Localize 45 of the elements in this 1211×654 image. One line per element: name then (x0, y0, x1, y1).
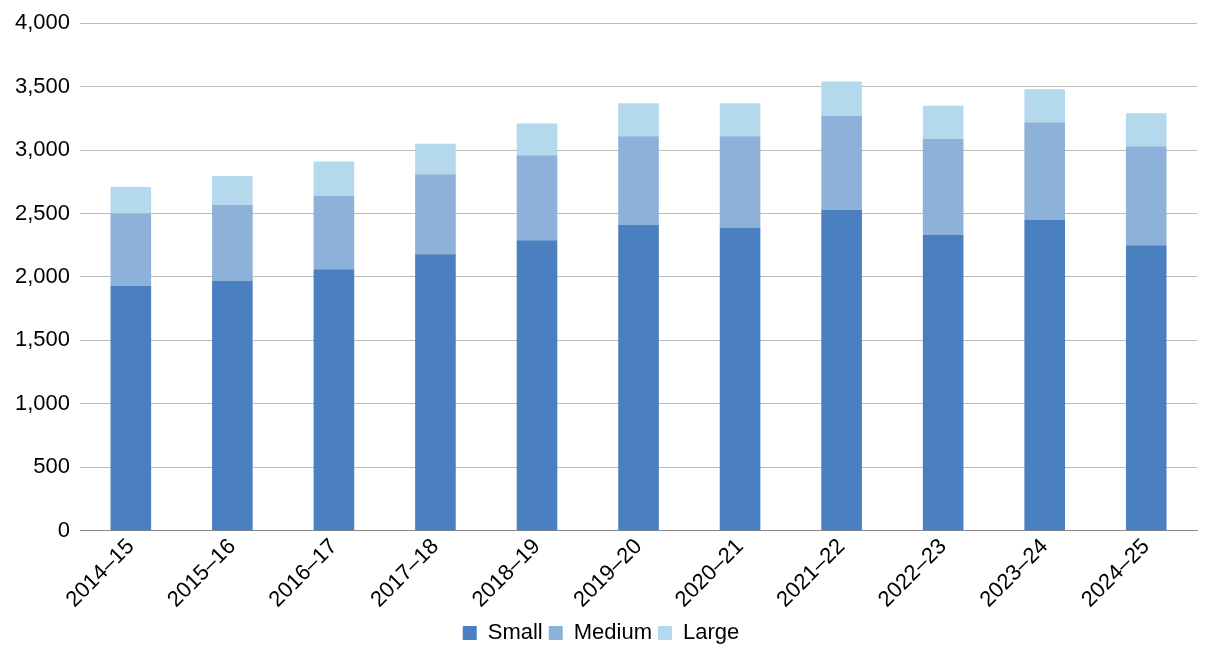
bar (212, 176, 253, 205)
y-tick-label: 1,500 (14, 326, 71, 352)
bar (618, 224, 659, 531)
bar (922, 235, 964, 531)
bar (313, 195, 355, 270)
y-tick-label: 2,000 (14, 263, 71, 289)
bar (821, 209, 862, 531)
bar (821, 115, 862, 210)
bar (415, 174, 456, 255)
bar (719, 103, 761, 137)
bar (313, 269, 355, 531)
bar (1125, 146, 1167, 246)
bar (415, 143, 456, 175)
y-tick-label: 0 (57, 516, 71, 542)
bar (1024, 219, 1065, 531)
y-tick-label: 3,500 (14, 72, 71, 98)
legend-label: Large (682, 619, 740, 645)
bar (719, 227, 761, 531)
legend-label: Medium (573, 619, 652, 645)
bar (1024, 89, 1065, 123)
bar (821, 81, 862, 116)
bar (516, 240, 558, 531)
legend-label: Small (487, 619, 543, 645)
y-tick-label: 1,000 (14, 389, 71, 415)
bar (212, 280, 253, 531)
bar (719, 136, 761, 228)
bar (516, 155, 558, 241)
y-tick-label: 2,500 (14, 199, 71, 225)
y-tick-label: 3,000 (14, 136, 71, 162)
bar (110, 186, 152, 214)
bar (618, 103, 659, 137)
bar (110, 213, 152, 286)
bar (415, 254, 456, 531)
bar (1125, 245, 1167, 531)
bar (516, 123, 558, 156)
y-tick-label: 500 (33, 453, 71, 479)
bar (110, 285, 152, 531)
bar (1024, 122, 1065, 220)
bar (922, 138, 964, 236)
bar (922, 105, 964, 139)
bar (1125, 113, 1167, 147)
y-tick-label: 4,000 (14, 9, 71, 35)
bar (212, 204, 253, 281)
bar (313, 161, 355, 196)
bar (618, 136, 659, 225)
